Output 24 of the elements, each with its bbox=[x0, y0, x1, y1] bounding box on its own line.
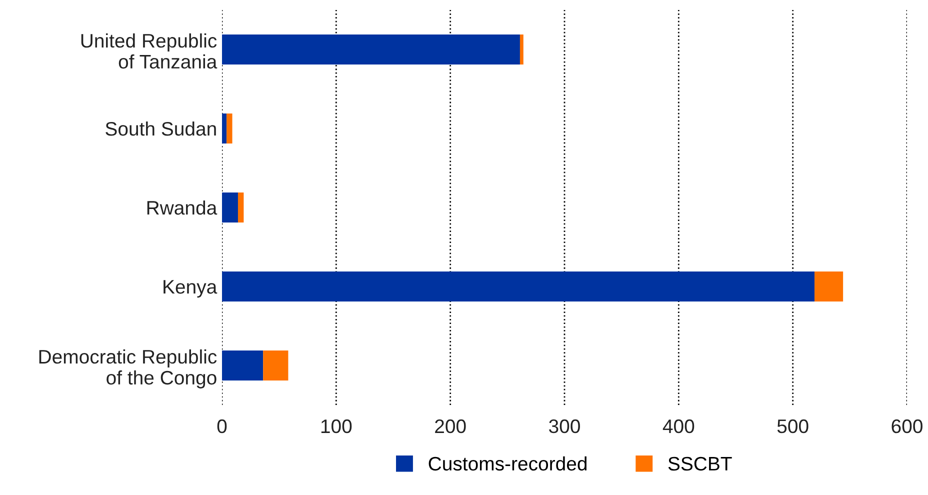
y-tick-label: Democratic Republic of the Congo bbox=[39, 349, 217, 388]
x-tick-label: 400 bbox=[662, 419, 694, 434]
bar bbox=[222, 113, 227, 144]
y-tick-label: United Republic of Tanzania bbox=[81, 33, 218, 69]
y-tick-label: Kenya bbox=[164, 280, 218, 298]
x-tick-label: 600 bbox=[892, 419, 922, 434]
y-tick-label: South Sudan bbox=[106, 121, 216, 136]
bar bbox=[263, 350, 288, 381]
x-tick-label: 500 bbox=[777, 419, 808, 434]
legend-label: Customs-recorded bbox=[428, 456, 586, 471]
bar bbox=[226, 113, 232, 144]
x-tick-label: 200 bbox=[435, 419, 466, 434]
x-tick-label: 100 bbox=[321, 419, 352, 434]
x-tick-label: 0 bbox=[217, 419, 227, 434]
legend-label: SSCBT bbox=[668, 456, 732, 471]
bar bbox=[222, 271, 815, 302]
x-tick-label: 300 bbox=[549, 419, 580, 434]
bar bbox=[222, 34, 520, 65]
bar bbox=[520, 34, 524, 65]
bar bbox=[222, 350, 264, 381]
y-tick-label: Rwanda bbox=[147, 200, 218, 215]
bar bbox=[222, 192, 238, 223]
bar bbox=[814, 271, 844, 302]
bar bbox=[238, 192, 244, 223]
